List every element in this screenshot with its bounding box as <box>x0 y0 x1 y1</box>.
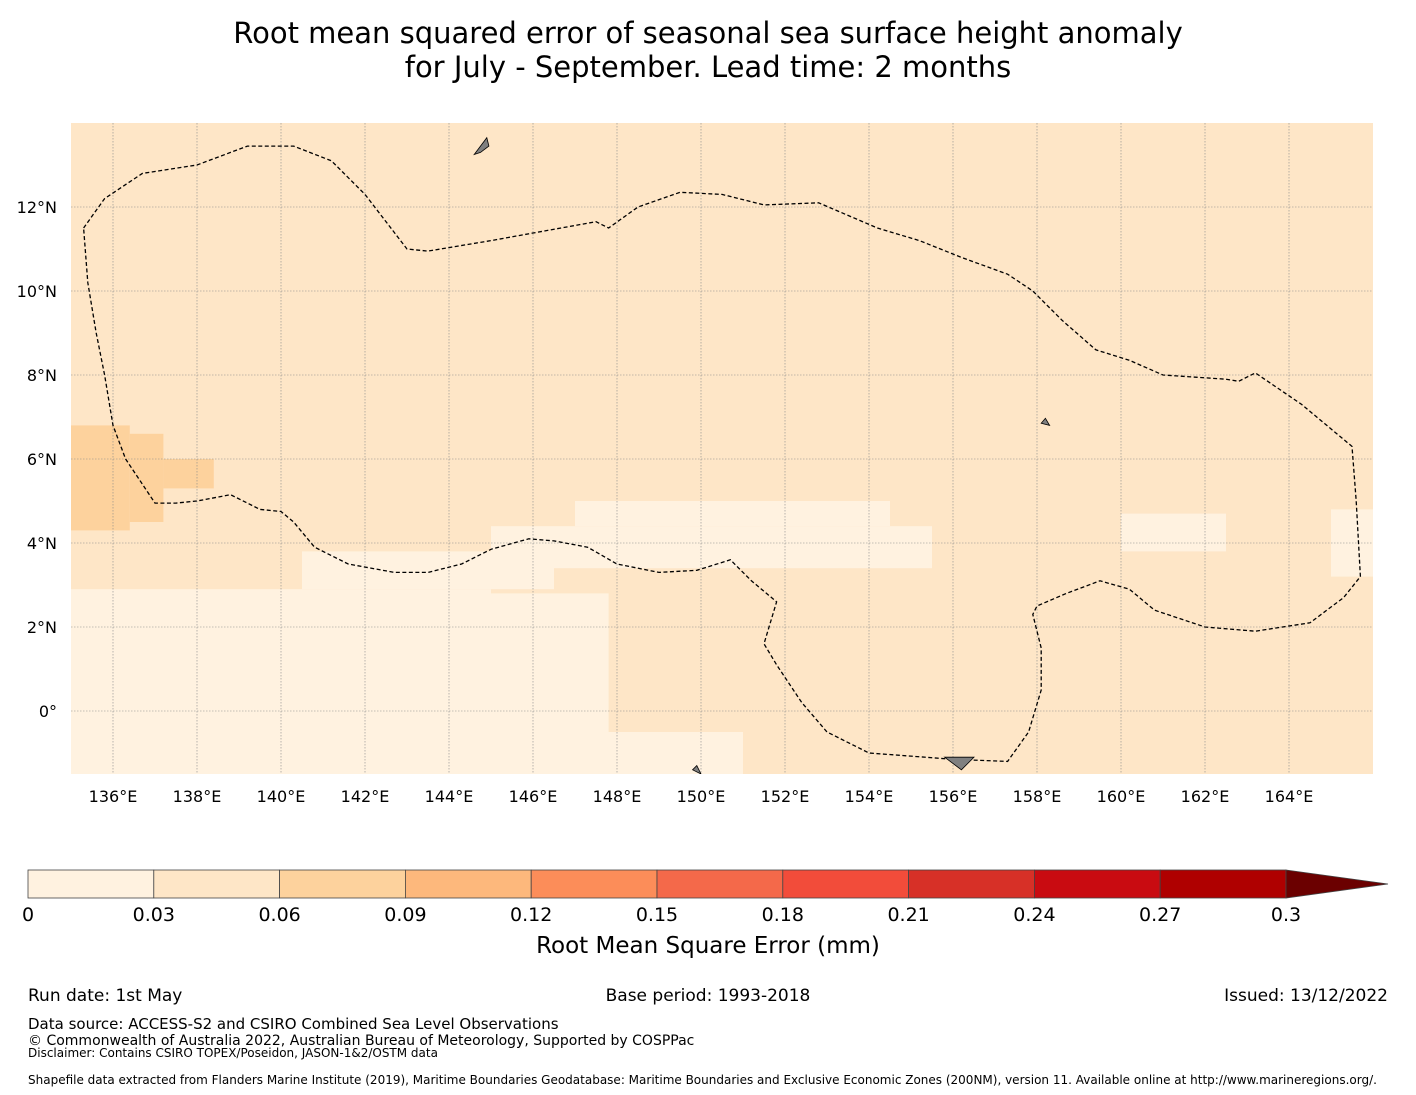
latitude-tick-label: 6°N <box>27 450 57 469</box>
latitude-tick-label: 8°N <box>27 366 57 385</box>
map-title-line-1: Root mean squared error of seasonal sea … <box>233 16 1183 50</box>
colorbar-tick-label: 0.15 <box>636 904 678 926</box>
longitude-tick-label: 140°E <box>257 787 306 806</box>
longitude-tick-label: 164°E <box>1265 787 1314 806</box>
shapefile-credit: Shapefile data extracted from Flanders M… <box>28 1073 1377 1087</box>
colorbar-tick-label: 0.09 <box>384 904 426 926</box>
colorbar-tick-label: 0.03 <box>133 904 175 926</box>
rmse-cell <box>129 433 164 522</box>
latitude-tick-label: 4°N <box>27 534 57 553</box>
colorbar-label: Root Mean Square Error (mm) <box>536 933 880 959</box>
colorbar: 0 0.03 0.06 0.09 0.12 0.15 0.18 0.21 0.24 0.27 0.3… <box>22 869 1389 959</box>
latitude-tick-label: 10°N <box>17 282 57 301</box>
colorbar-tick-label: 0 <box>22 904 34 926</box>
longitude-tick-label: 162°E <box>1181 787 1230 806</box>
longitude-tick-label: 156°E <box>929 787 978 806</box>
map-figure: 136°E 138°E 140°E 142°E 144°E 146°E 148°E 150°E… <box>17 123 1389 959</box>
base-period: Base period: 1993-2018 <box>605 986 811 1006</box>
colorbar-bin <box>27 869 155 899</box>
colorbar-bin <box>656 869 784 899</box>
colorbar-bin <box>1034 869 1161 899</box>
colorbar-extend-arrow <box>1285 869 1389 899</box>
colorbar-bin <box>530 869 658 899</box>
colorbar-tick-label: 0.3 <box>1271 904 1301 926</box>
longitude-tick-label: 148°E <box>593 787 642 806</box>
copyright-notice: © Commonwealth of Australia 2022, Austra… <box>28 1033 695 1049</box>
longitude-tick-label: 150°E <box>677 787 726 806</box>
longitude-tick-label: 142°E <box>341 787 390 806</box>
eez-boundary <box>82 145 1362 763</box>
island-landmass <box>691 764 702 774</box>
map-content <box>46 123 1373 774</box>
island-landmass <box>46 388 54 409</box>
data-source: Data source: ACCESS-S2 and CSIRO Combine… <box>28 1015 559 1033</box>
colorbar-bin <box>908 869 1035 899</box>
longitude-tick-label: 136°E <box>89 787 138 806</box>
island-landmass <box>1040 417 1051 427</box>
colorbar-bin <box>782 869 909 899</box>
rmse-cell <box>1121 513 1226 552</box>
longitude-tick-label: 160°E <box>1097 787 1146 806</box>
latitude-tick-label: 12°N <box>17 198 57 217</box>
disclaimer: Disclaimer: Contains CSIRO TOPEX/Poseido… <box>28 1046 438 1060</box>
colorbar-tick-label: 0.21 <box>887 904 929 926</box>
map-title-line-2: for July - September. Lead time: 2 month… <box>404 50 1012 84</box>
colorbar-tick-label: 0.27 <box>1139 904 1181 926</box>
longitude-tick-label: 154°E <box>845 787 894 806</box>
colorbar-tick-label: 0.24 <box>1013 904 1055 926</box>
colorbar-bin <box>153 869 281 899</box>
latitude-tick-label: 0° <box>39 702 57 721</box>
run-date: Run date: 1st May <box>28 986 183 1006</box>
rmse-cell <box>163 459 214 489</box>
longitude-tick-label: 158°E <box>1013 787 1062 806</box>
map-area: 136°E 138°E 140°E 142°E 144°E 146°E 148°E 150°E… <box>17 123 1373 806</box>
longitude-tick-label: 152°E <box>761 787 810 806</box>
longitude-tick-label: 144°E <box>425 787 474 806</box>
island-landmass <box>473 136 490 156</box>
latitude-tick-label: 2°N <box>27 618 57 637</box>
colorbar-tick-label: 0.06 <box>258 904 300 926</box>
longitude-tick-label: 146°E <box>509 787 558 806</box>
island-landmass <box>943 756 975 771</box>
rmse-cell <box>71 425 130 531</box>
colorbar-bin <box>404 869 532 899</box>
colorbar-tick-label: 0.12 <box>510 904 552 926</box>
colorbar-bin <box>1159 869 1287 899</box>
longitude-tick-label: 138°E <box>173 787 222 806</box>
issued-date: Issued: 13/12/2022 <box>1224 986 1388 1006</box>
rmse-cell <box>575 501 890 527</box>
rmse-cell <box>491 526 932 569</box>
colorbar-bin <box>279 869 406 899</box>
colorbar-tick-label: 0.18 <box>762 904 804 926</box>
